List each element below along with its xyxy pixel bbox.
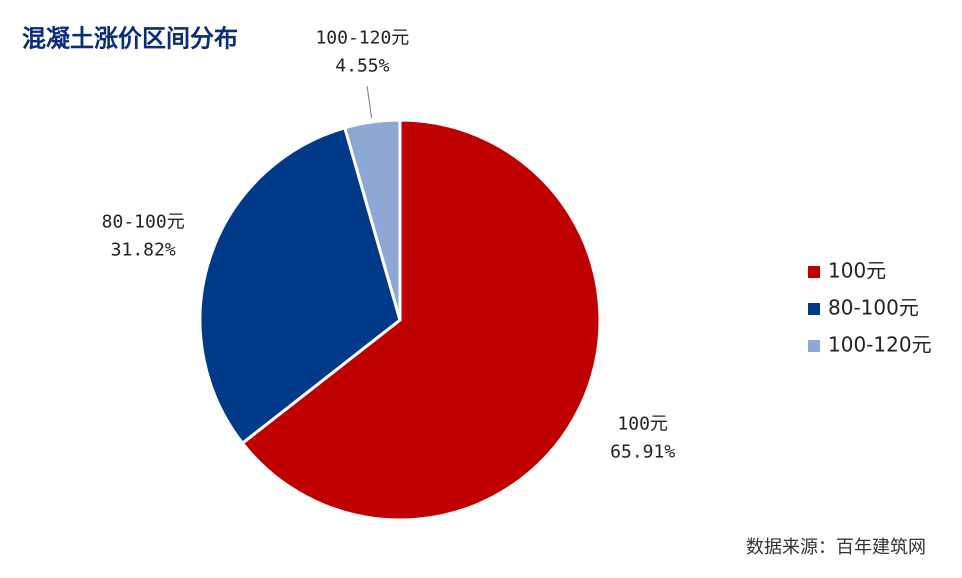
data-label-value: 4.55%: [335, 56, 389, 77]
legend-swatch: [808, 340, 820, 352]
legend-label: 100元: [828, 259, 886, 283]
data-label-value: 65.91%: [610, 441, 675, 462]
data-label-category: 100元: [617, 413, 668, 434]
data-label-category: 80-100元: [102, 212, 185, 233]
data-label-value: 31.82%: [111, 240, 176, 261]
source-note: 数据来源：百年建筑网: [746, 537, 926, 558]
pie-slice: [342, 118, 402, 321]
legend-label: 80-100元: [828, 296, 919, 320]
leader-line: [366, 86, 373, 119]
pie-slice: [198, 125, 402, 446]
legend-swatch: [808, 303, 820, 315]
legend-label: 100-120元: [828, 333, 932, 357]
legend-swatch: [808, 266, 820, 278]
pie-slice: [240, 118, 602, 522]
chart-title: 混凝土涨价区间分布: [22, 24, 238, 53]
data-label-category: 100-120元: [315, 28, 409, 49]
